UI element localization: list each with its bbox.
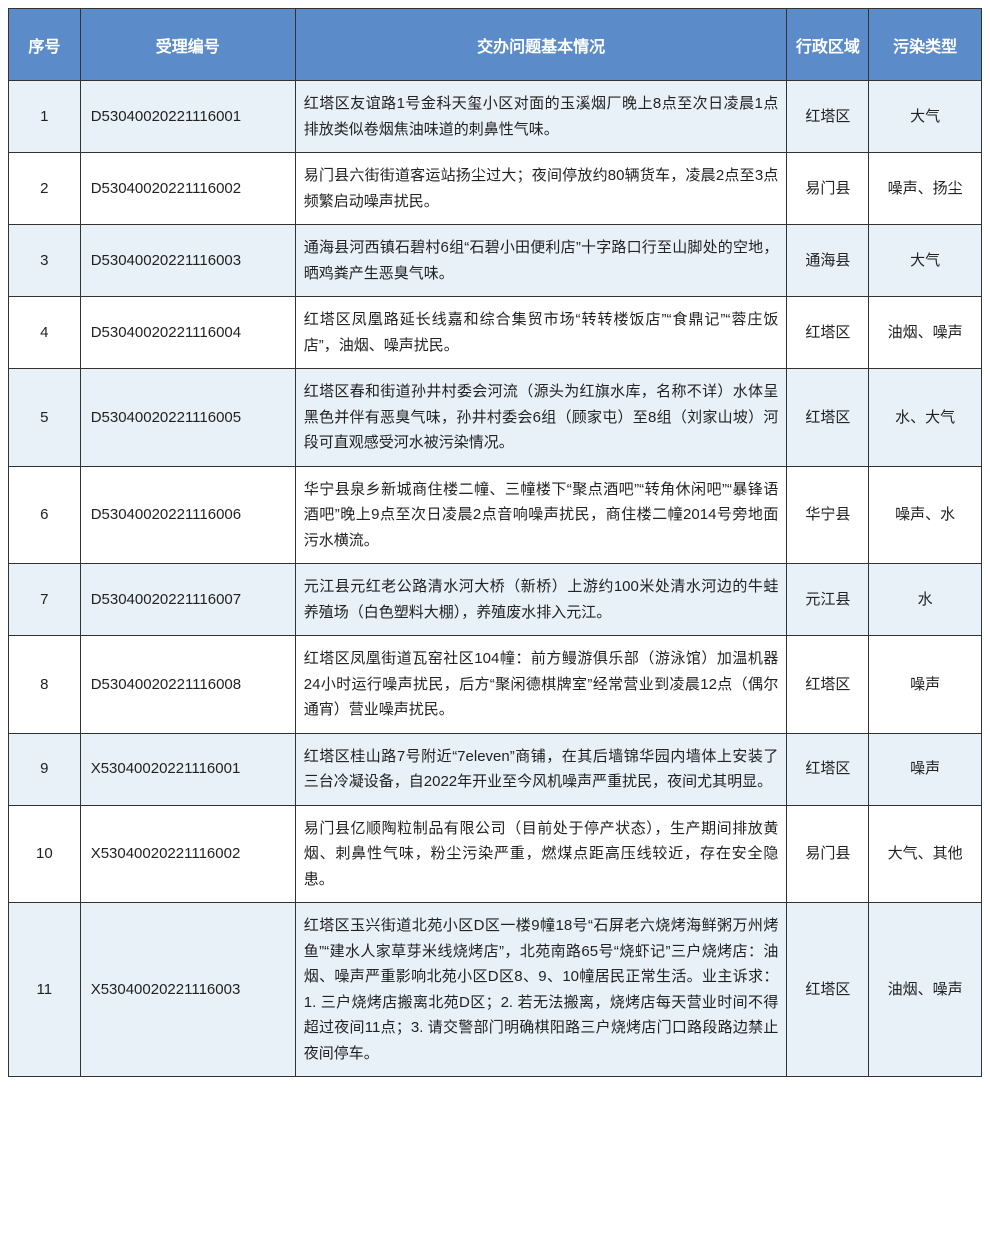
cell-id: D53040020221116001: [80, 81, 295, 153]
cell-id: D53040020221116007: [80, 564, 295, 636]
cell-region: 易门县: [787, 153, 869, 225]
cell-desc: 红塔区桂山路7号附近“7eleven”商铺，在其后墙锦华园内墙体上安装了三台冷凝…: [295, 733, 787, 805]
cell-desc: 通海县河西镇石碧村6组“石碧小田便利店”十字路口行至山脚处的空地，晒鸡粪产生恶臭…: [295, 225, 787, 297]
cell-type: 噪声: [869, 636, 982, 734]
cell-desc: 红塔区友谊路1号金科天玺小区对面的玉溪烟厂晚上8点至次日凌晨1点排放类似卷烟焦油…: [295, 81, 787, 153]
cell-seq: 2: [9, 153, 81, 225]
cell-type: 大气: [869, 225, 982, 297]
table-header: 序号 受理编号 交办问题基本情况 行政区域 污染类型: [9, 9, 982, 81]
cell-desc: 元江县元红老公路清水河大桥（新桥）上游约100米处清水河边的牛蛙养殖场（白色塑料…: [295, 564, 787, 636]
cell-seq: 7: [9, 564, 81, 636]
table-row: 7D53040020221116007元江县元红老公路清水河大桥（新桥）上游约1…: [9, 564, 982, 636]
cell-id: D53040020221116003: [80, 225, 295, 297]
table-row: 6D53040020221116006华宁县泉乡新城商住楼二幢、三幢楼下“聚点酒…: [9, 466, 982, 564]
cell-desc: 易门县六街街道客运站扬尘过大；夜间停放约80辆货车，凌晨2点至3点频繁启动噪声扰…: [295, 153, 787, 225]
cell-seq: 9: [9, 733, 81, 805]
cell-desc: 华宁县泉乡新城商住楼二幢、三幢楼下“聚点酒吧”“转角休闲吧”“暴锋语酒吧”晚上9…: [295, 466, 787, 564]
cell-id: X53040020221116003: [80, 903, 295, 1077]
cell-id: X53040020221116001: [80, 733, 295, 805]
table-body: 1D53040020221116001红塔区友谊路1号金科天玺小区对面的玉溪烟厂…: [9, 81, 982, 1077]
table-row: 1D53040020221116001红塔区友谊路1号金科天玺小区对面的玉溪烟厂…: [9, 81, 982, 153]
cell-region: 红塔区: [787, 369, 869, 467]
cell-seq: 11: [9, 903, 81, 1077]
cell-seq: 4: [9, 297, 81, 369]
header-desc: 交办问题基本情况: [295, 9, 787, 81]
cell-region: 红塔区: [787, 733, 869, 805]
table-row: 2D53040020221116002易门县六街街道客运站扬尘过大；夜间停放约8…: [9, 153, 982, 225]
cell-region: 华宁县: [787, 466, 869, 564]
table-row: 5D53040020221116005红塔区春和街道孙井村委会河流（源头为红旗水…: [9, 369, 982, 467]
cell-seq: 6: [9, 466, 81, 564]
header-seq: 序号: [9, 9, 81, 81]
cell-seq: 1: [9, 81, 81, 153]
cell-type: 噪声: [869, 733, 982, 805]
cell-region: 红塔区: [787, 636, 869, 734]
cell-desc: 红塔区凤凰路延长线嘉和综合集贸市场“转转楼饭店”“食鼎记”“蓉庄饭店”，油烟、噪…: [295, 297, 787, 369]
table-row: 3D53040020221116003通海县河西镇石碧村6组“石碧小田便利店”十…: [9, 225, 982, 297]
cell-seq: 5: [9, 369, 81, 467]
cell-region: 红塔区: [787, 81, 869, 153]
complaints-table: 序号 受理编号 交办问题基本情况 行政区域 污染类型 1D53040020221…: [8, 8, 982, 1077]
cell-region: 红塔区: [787, 297, 869, 369]
header-region: 行政区域: [787, 9, 869, 81]
cell-seq: 10: [9, 805, 81, 903]
table-row: 8D53040020221116008红塔区凤凰街道瓦窑社区104幢：前方鳗游俱…: [9, 636, 982, 734]
cell-desc: 红塔区玉兴街道北苑小区D区一楼9幢18号“石屏老六烧烤海鲜粥万州烤鱼”“建水人家…: [295, 903, 787, 1077]
table-row: 9X53040020221116001红塔区桂山路7号附近“7eleven”商铺…: [9, 733, 982, 805]
cell-desc: 红塔区凤凰街道瓦窑社区104幢：前方鳗游俱乐部（游泳馆）加温机器24小时运行噪声…: [295, 636, 787, 734]
cell-type: 噪声、水: [869, 466, 982, 564]
cell-type: 大气、其他: [869, 805, 982, 903]
cell-id: D53040020221116008: [80, 636, 295, 734]
cell-type: 大气: [869, 81, 982, 153]
cell-id: D53040020221116004: [80, 297, 295, 369]
cell-desc: 红塔区春和街道孙井村委会河流（源头为红旗水库，名称不详）水体呈黑色并伴有恶臭气味…: [295, 369, 787, 467]
cell-id: X53040020221116002: [80, 805, 295, 903]
cell-desc: 易门县亿顺陶粒制品有限公司（目前处于停产状态），生产期间排放黄烟、刺鼻性气味，粉…: [295, 805, 787, 903]
cell-seq: 8: [9, 636, 81, 734]
cell-type: 水: [869, 564, 982, 636]
header-type: 污染类型: [869, 9, 982, 81]
cell-type: 油烟、噪声: [869, 903, 982, 1077]
header-id: 受理编号: [80, 9, 295, 81]
cell-seq: 3: [9, 225, 81, 297]
cell-region: 通海县: [787, 225, 869, 297]
cell-region: 易门县: [787, 805, 869, 903]
cell-id: D53040020221116002: [80, 153, 295, 225]
table-row: 4D53040020221116004红塔区凤凰路延长线嘉和综合集贸市场“转转楼…: [9, 297, 982, 369]
cell-region: 元江县: [787, 564, 869, 636]
table-row: 11X53040020221116003红塔区玉兴街道北苑小区D区一楼9幢18号…: [9, 903, 982, 1077]
table-row: 10X53040020221116002易门县亿顺陶粒制品有限公司（目前处于停产…: [9, 805, 982, 903]
cell-type: 水、大气: [869, 369, 982, 467]
cell-region: 红塔区: [787, 903, 869, 1077]
cell-id: D53040020221116005: [80, 369, 295, 467]
cell-id: D53040020221116006: [80, 466, 295, 564]
cell-type: 噪声、扬尘: [869, 153, 982, 225]
cell-type: 油烟、噪声: [869, 297, 982, 369]
